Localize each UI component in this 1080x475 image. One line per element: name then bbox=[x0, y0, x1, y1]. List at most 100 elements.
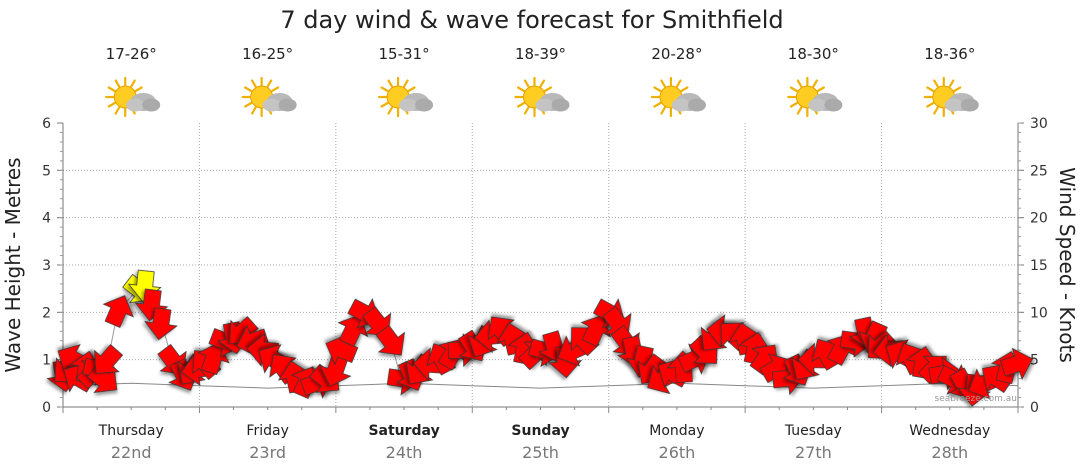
sun-ray bbox=[266, 79, 273, 88]
sun-ray bbox=[407, 86, 416, 93]
y-right-tick-label: 5 bbox=[1030, 353, 1039, 369]
cloud-puff bbox=[415, 98, 434, 112]
sun-ray bbox=[816, 86, 825, 93]
sun-ray bbox=[380, 86, 389, 93]
wind-series bbox=[46, 269, 1034, 407]
sun-ray bbox=[796, 106, 803, 115]
y-left-tick-label: 5 bbox=[42, 163, 51, 179]
cloud-puff bbox=[262, 98, 281, 112]
wind-arrow bbox=[94, 344, 124, 374]
daily-forecast-row: 17-26° 16-25° 15-31° 18-39° 20-28° 18-30° 18-3… bbox=[105, 45, 979, 118]
partly-cloudy-icon bbox=[787, 76, 843, 118]
sun-ray bbox=[812, 79, 818, 88]
sun-ray bbox=[523, 106, 530, 115]
x-date-label: 24th bbox=[386, 443, 423, 462]
wind-arrow bbox=[375, 324, 405, 356]
sun-ray bbox=[523, 79, 530, 88]
sun-ray bbox=[539, 79, 546, 88]
temperature-range: 18-30° bbox=[788, 45, 839, 63]
cloud-puff bbox=[671, 98, 690, 112]
y-right-tick-label: 25 bbox=[1030, 163, 1048, 179]
cloud-puff bbox=[960, 98, 979, 112]
sun-ray bbox=[653, 86, 662, 93]
partly-cloudy-icon bbox=[377, 76, 434, 118]
sun-ray bbox=[933, 79, 939, 88]
sun-ray bbox=[680, 86, 689, 93]
x-date-label: 25th bbox=[522, 443, 559, 462]
cloud-puff bbox=[687, 98, 706, 112]
sun-ray bbox=[926, 86, 935, 93]
cloud-puff bbox=[278, 98, 297, 112]
y-right-tick-label: 30 bbox=[1030, 116, 1048, 132]
y-left-tick-label: 3 bbox=[42, 258, 51, 274]
sun-ray bbox=[948, 79, 955, 88]
y-left-tick-label: 0 bbox=[42, 400, 51, 416]
x-day-label: Wednesday bbox=[909, 423, 990, 439]
sun-ray bbox=[402, 79, 409, 88]
y-right-tick-label: 20 bbox=[1030, 211, 1048, 227]
sun-ray bbox=[270, 86, 280, 93]
sun-ray bbox=[130, 79, 136, 88]
x-day-label: Sunday bbox=[511, 423, 569, 439]
x-date-label: 22nd bbox=[111, 443, 152, 462]
temperature-range: 20-28° bbox=[651, 45, 702, 63]
wind-arrow bbox=[325, 333, 359, 366]
cloud-puff bbox=[551, 98, 570, 112]
sun-ray bbox=[516, 86, 526, 93]
cloud-puff bbox=[535, 98, 554, 112]
cloud-puff bbox=[944, 98, 963, 112]
cloud-puff bbox=[142, 98, 161, 112]
sun-ray bbox=[387, 79, 394, 88]
sun-ray bbox=[251, 106, 257, 115]
y-right-tick-label: 0 bbox=[1030, 400, 1039, 416]
sun-ray bbox=[251, 79, 257, 88]
watermark: seabreeze.com.au bbox=[935, 394, 1017, 404]
sun-ray bbox=[387, 106, 394, 115]
temperature-range: 16-25° bbox=[242, 45, 293, 63]
wind-arrow bbox=[999, 347, 1034, 381]
partly-cloudy-icon bbox=[514, 76, 570, 118]
temperature-range: 15-31° bbox=[379, 45, 430, 63]
partly-cloudy-icon bbox=[241, 76, 297, 118]
wave-height-line bbox=[62, 382, 1019, 389]
temperature-range: 17-26° bbox=[106, 45, 157, 63]
sun-ray bbox=[114, 79, 121, 88]
y-axis-right-label: Wind Speed - Knots bbox=[1055, 167, 1079, 363]
x-date-label: 28th bbox=[931, 443, 968, 462]
x-day-label: Thursday bbox=[98, 423, 164, 439]
chart-title: 7 day wind & wave forecast for Smithfiel… bbox=[280, 6, 783, 34]
x-day-label: Tuesday bbox=[784, 423, 842, 439]
sun-ray bbox=[660, 106, 667, 115]
y-left-tick-label: 4 bbox=[42, 211, 51, 227]
sun-ray bbox=[660, 79, 667, 88]
x-date-label: 26th bbox=[659, 443, 696, 462]
chart-axes: 0 1 2 3 4 5 6 0 5 10 15 20 25 30 Thursday 22nd Friday 23r… bbox=[42, 116, 1048, 462]
cloud-puff bbox=[399, 98, 418, 112]
sun-ray bbox=[134, 86, 143, 93]
cloud-puff bbox=[824, 98, 843, 112]
partly-cloudy-icon bbox=[105, 76, 161, 118]
sun-ray bbox=[244, 101, 253, 108]
sun-ray bbox=[107, 86, 116, 93]
sun-ray bbox=[933, 106, 939, 115]
sun-ray bbox=[796, 79, 803, 88]
sun-ray bbox=[653, 101, 662, 108]
x-day-label: Monday bbox=[649, 423, 704, 439]
sun-ray bbox=[926, 101, 935, 108]
x-date-label: 23rd bbox=[249, 443, 286, 462]
y-left-tick-label: 1 bbox=[42, 353, 51, 369]
sun-ray bbox=[107, 101, 116, 108]
temperature-range: 18-36° bbox=[924, 45, 975, 63]
sun-ray bbox=[516, 101, 526, 108]
sun-ray bbox=[675, 79, 682, 88]
y-right-tick-label: 10 bbox=[1030, 305, 1048, 321]
wind-arrow bbox=[102, 295, 134, 328]
wave-series bbox=[62, 382, 1019, 389]
cloud-puff bbox=[126, 98, 145, 112]
sun-ray bbox=[244, 86, 253, 93]
temperature-range: 18-39° bbox=[515, 45, 566, 63]
x-day-label: Friday bbox=[246, 423, 288, 439]
sun-ray bbox=[789, 101, 799, 108]
partly-cloudy-icon bbox=[923, 76, 979, 118]
y-right-tick-label: 15 bbox=[1030, 258, 1048, 274]
